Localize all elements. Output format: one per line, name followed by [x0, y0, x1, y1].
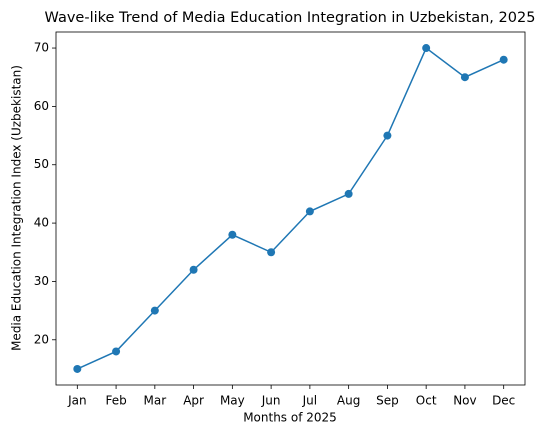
x-tick-label: Jun	[261, 394, 281, 408]
point	[460, 73, 469, 82]
y-axis-label: Media Education Integration Index (Uzbek…	[10, 65, 24, 351]
y-tick-label: 70	[34, 41, 49, 55]
point	[344, 189, 353, 198]
point	[189, 265, 198, 274]
point	[228, 230, 237, 239]
x-tick-label: Feb	[105, 394, 126, 408]
x-tick-label: Oct	[416, 394, 437, 408]
point	[305, 207, 314, 216]
y-tick-label: 30	[34, 274, 49, 288]
x-tick-label: Jul	[302, 394, 317, 408]
point	[73, 364, 82, 373]
x-tick-label: Dec	[492, 394, 515, 408]
y-tick-label: 20	[34, 332, 49, 346]
point	[112, 347, 121, 356]
y-tick-label: 60	[34, 99, 49, 113]
chart-title: Wave-like Trend of Media Education Integ…	[45, 10, 536, 26]
point	[267, 248, 276, 257]
y-tick-label: 50	[34, 157, 49, 171]
y-tick-label: 40	[34, 216, 49, 230]
point	[383, 131, 392, 140]
x-tick-label: Sep	[376, 394, 399, 408]
point	[150, 306, 159, 315]
point	[422, 44, 431, 53]
x-tick-label: Nov	[453, 394, 476, 408]
x-tick-label: Mar	[144, 394, 167, 408]
line	[77, 46, 504, 370]
x-tick-label: Apr	[183, 394, 204, 408]
plot-frame	[55, 31, 526, 386]
x-axis-label: Months of 2025	[243, 411, 337, 425]
point	[499, 55, 508, 64]
x-tick-label: Jan	[67, 394, 87, 408]
x-tick-label: Aug	[337, 394, 360, 408]
x-tick-label: May	[220, 394, 245, 408]
